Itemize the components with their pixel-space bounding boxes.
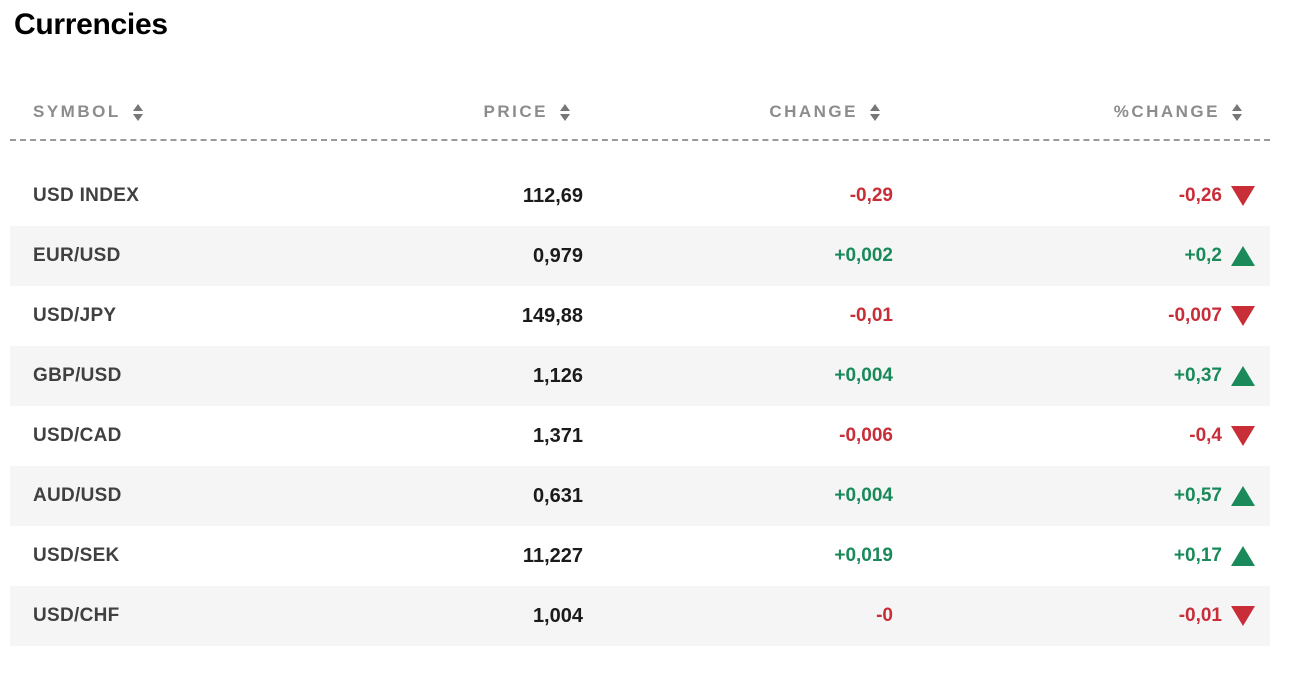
pct-change-value: +0,37 [1173,365,1222,386]
table-row: USD/SEK 11,227 +0,019 +0,17 [10,526,1270,586]
sort-up-icon [132,103,143,111]
price-value: 149,88 [521,304,583,327]
sort-down-icon [1232,113,1242,121]
table-header-row: SYMBOL PRICE CHANGE %CHANGE [10,102,1270,141]
page-title: Currencies [14,8,168,41]
table-row: GBP/USD 1,126 +0,004 +0,37 [10,346,1270,406]
price-value: 0,631 [532,484,583,507]
table-row: USD/JPY 149,88 -0,01 -0,007 [10,286,1270,346]
column-header-pct-change[interactable]: %CHANGE [893,102,1255,122]
pct-change-cell: +0,37 [893,365,1255,387]
price-value: 11,227 [522,544,583,567]
table-body: USD INDEX 112,69 -0,29 -0,26 EUR/USD 0,9… [10,166,1270,646]
sort-arrows-icon [870,103,880,121]
sort-arrows-icon [132,103,143,121]
up-triangle-icon [1231,486,1255,506]
table-row: EUR/USD 0,979 +0,002 +0,2 [10,226,1270,286]
table-row: USD INDEX 112,69 -0,29 -0,26 [10,166,1270,226]
change-value: -0,006 [839,425,893,446]
change-value: -0,29 [849,185,893,206]
pct-change-value: +0,2 [1184,245,1222,266]
sort-up-icon [560,103,570,111]
table-row: USD/CAD 1,371 -0,006 -0,4 [10,406,1270,466]
pct-change-value: +0,57 [1173,485,1222,506]
change-value: +0,002 [834,245,893,266]
down-triangle-icon [1231,606,1255,626]
column-header-price[interactable]: PRICE [313,102,583,122]
change-value: -0 [876,605,893,626]
pct-change-value: -0,007 [1168,305,1222,326]
sort-arrows-icon [560,103,570,121]
down-triangle-icon [1231,426,1255,446]
up-triangle-icon [1231,366,1255,386]
sort-down-icon [560,113,570,121]
pct-change-value: -0,01 [1178,605,1222,626]
sort-down-icon [132,113,143,121]
table-row: AUD/USD 0,631 +0,004 +0,57 [10,466,1270,526]
change-value: -0,01 [849,305,893,326]
pct-change-cell: +0,17 [893,545,1255,567]
column-header-symbol[interactable]: SYMBOL [33,102,313,122]
price-value: 1,371 [532,424,583,447]
symbol-link[interactable]: EUR/USD [33,245,121,266]
sort-up-icon [1232,103,1242,111]
change-value: +0,019 [834,545,893,566]
price-value: 1,126 [532,364,583,387]
pct-change-value: -0,4 [1189,425,1222,446]
pct-change-value: -0,26 [1178,185,1222,206]
up-triangle-icon [1231,246,1255,266]
table-row: USD/CHF 1,004 -0 -0,01 [10,586,1270,646]
pct-change-cell: -0,01 [893,605,1255,627]
symbol-link[interactable]: USD INDEX [33,185,140,206]
symbol-link[interactable]: GBP/USD [33,365,122,386]
sort-arrows-icon [1232,103,1242,121]
column-header-symbol-label: SYMBOL [33,102,121,121]
symbol-link[interactable]: USD/CAD [33,425,122,446]
column-header-pct-change-label: %CHANGE [1113,102,1220,121]
pct-change-cell: -0,4 [893,425,1255,447]
sort-down-icon [870,113,880,121]
price-value: 112,69 [522,184,583,207]
symbol-link[interactable]: USD/SEK [33,545,120,566]
column-header-price-label: PRICE [483,102,548,121]
column-header-change[interactable]: CHANGE [583,102,893,122]
price-value: 0,979 [532,244,583,267]
pct-change-cell: -0,007 [893,305,1255,327]
pct-change-value: +0,17 [1173,545,1222,566]
down-triangle-icon [1231,186,1255,206]
change-value: +0,004 [834,365,893,386]
pct-change-cell: +0,57 [893,485,1255,507]
symbol-link[interactable]: USD/CHF [33,605,120,626]
symbol-link[interactable]: USD/JPY [33,305,117,326]
change-value: +0,004 [834,485,893,506]
pct-change-cell: -0,26 [893,185,1255,207]
down-triangle-icon [1231,306,1255,326]
currencies-table: SYMBOL PRICE CHANGE %CHANGE [10,102,1270,646]
symbol-link[interactable]: AUD/USD [33,485,122,506]
up-triangle-icon [1231,546,1255,566]
column-header-change-label: CHANGE [769,102,858,121]
price-value: 1,004 [532,604,583,627]
pct-change-cell: +0,2 [893,245,1255,267]
sort-up-icon [870,103,880,111]
